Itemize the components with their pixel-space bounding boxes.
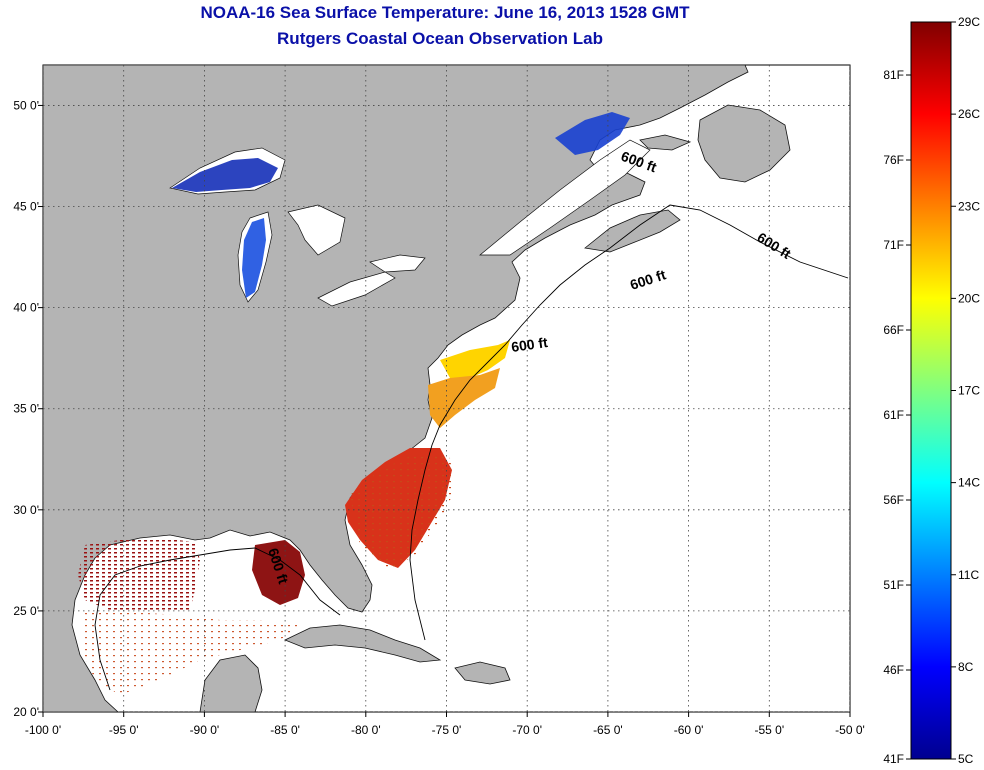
colorbar-celsius-labels: 29C 26C 23C 20C 17C 14C 11C 8C 5C xyxy=(951,15,980,766)
colorbar-c-label: 8C xyxy=(958,660,974,674)
sst-mid-atlantic-orange xyxy=(428,368,500,428)
colorbar xyxy=(910,21,952,760)
sst-gulf-north xyxy=(78,538,200,612)
lon-tick-label: -95 0' xyxy=(109,723,139,737)
isobath-600ft-gulf xyxy=(94,547,341,691)
lon-tick-label: -70 0' xyxy=(512,723,542,737)
colorbar-c-label: 14C xyxy=(958,476,980,490)
isobath-600ft xyxy=(409,204,849,641)
lon-tick-label: -90 0' xyxy=(190,723,220,737)
lake-erie xyxy=(317,271,396,307)
sst-gulf-south xyxy=(80,610,300,695)
colorbar-fahrenheit-labels: 81F 76F 71F 66F 61F 56F 51F 46F 41F xyxy=(883,68,911,766)
yucatan-land xyxy=(199,654,263,712)
colorbar-f-label: 46F xyxy=(883,663,904,677)
sst-florida-west xyxy=(252,540,305,605)
cuba-land xyxy=(284,624,442,663)
colorbar-f-label: 71F xyxy=(883,238,904,252)
lake-ontario xyxy=(369,254,426,273)
lat-tick-label: 40 0' xyxy=(13,301,39,315)
lon-tick-label: -50 0' xyxy=(835,723,865,737)
lon-tick-label: -75 0' xyxy=(432,723,462,737)
sst-mid-atlantic-yellow xyxy=(440,340,510,378)
lon-tick-label: -65 0' xyxy=(593,723,623,737)
colorbar-f-label: 41F xyxy=(883,752,904,766)
map-title: NOAA-16 Sea Surface Temperature: June 16… xyxy=(200,3,690,22)
contour-label-4: 600 ft xyxy=(510,334,549,355)
colorbar-c-label: 23C xyxy=(958,199,980,213)
newfoundland-land xyxy=(697,104,791,183)
anticosti-land xyxy=(639,134,692,151)
lon-tick-label: -80 0' xyxy=(351,723,381,737)
lon-tick-label: -60 0' xyxy=(674,723,704,737)
st-lawrence xyxy=(479,139,651,256)
colorbar-f-label: 51F xyxy=(883,578,904,592)
colorbar-c-label: 5C xyxy=(958,752,974,766)
colorbar-f-label: 56F xyxy=(883,493,904,507)
map-subtitle: Rutgers Coastal Ocean Observation Lab xyxy=(277,29,603,48)
lat-tick-label: 25 0' xyxy=(13,604,39,618)
colorbar-f-label: 61F xyxy=(883,408,904,422)
latitude-axis: 20 0' 25 0' 30 0' 35 0' 40 0' 45 0' 50 0' xyxy=(13,98,43,719)
lon-tick-label: -85 0' xyxy=(270,723,300,737)
lat-tick-label: 45 0' xyxy=(13,200,39,214)
sst-st-lawrence xyxy=(555,112,630,155)
lake-huron xyxy=(287,204,346,256)
sst-lake-superior xyxy=(172,158,278,192)
colorbar-c-label: 17C xyxy=(958,384,980,398)
colorbar-c-label: 11C xyxy=(958,568,979,582)
lat-tick-label: 35 0' xyxy=(13,402,39,416)
lon-tick-label: -55 0' xyxy=(754,723,784,737)
sst-southeast-speckle xyxy=(350,452,455,570)
colorbar-c-label: 20C xyxy=(958,291,980,305)
lon-tick-label: -100 0' xyxy=(25,723,61,737)
lat-tick-label: 50 0' xyxy=(13,98,39,112)
lat-tick-label: 30 0' xyxy=(13,503,39,517)
sst-lake-michigan xyxy=(242,218,266,298)
colorbar-c-label: 26C xyxy=(958,107,980,121)
colorbar-f-label: 76F xyxy=(883,153,904,167)
longitude-axis: -100 0' -95 0' -90 0' -85 0' -80 0' -75 0' -70… xyxy=(25,712,865,737)
colorbar-f-label: 81F xyxy=(883,68,904,82)
lat-tick-label: 20 0' xyxy=(13,705,39,719)
colorbar-c-label: 29C xyxy=(958,15,980,29)
colorbar-f-label: 66F xyxy=(883,323,904,337)
hispaniola-land xyxy=(454,661,511,685)
